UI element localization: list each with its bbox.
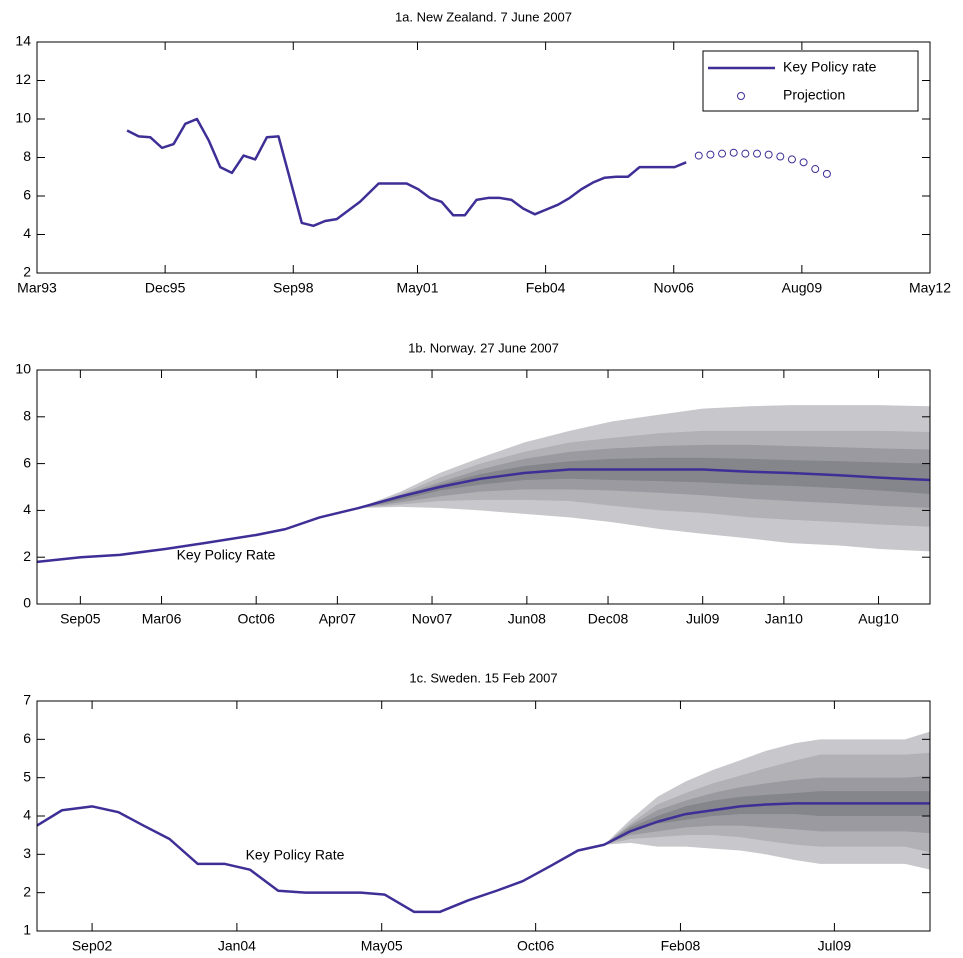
y-tick-label: 10 xyxy=(15,110,31,126)
y-tick-label: 4 xyxy=(23,501,31,517)
rate-line xyxy=(36,802,930,914)
x-tick-label: Sep98 xyxy=(273,280,314,296)
y-tick-label: 6 xyxy=(23,187,31,203)
x-tick-label: Feb04 xyxy=(526,280,566,296)
chart-title: 1b. Norway. 27 June 2007 xyxy=(408,340,559,355)
y-tick-label: 10 xyxy=(15,361,31,377)
x-tick-label: Dec95 xyxy=(145,280,186,296)
y-tick-label: 2 xyxy=(23,264,31,280)
projection-point xyxy=(729,148,738,157)
projection-point xyxy=(799,158,808,167)
x-tick-label: Nov07 xyxy=(412,611,453,627)
projection-point xyxy=(706,150,715,159)
x-tick-label: May12 xyxy=(909,280,951,296)
rate-line xyxy=(126,117,687,228)
y-tick-label: 6 xyxy=(23,454,31,470)
x-tick-label: May05 xyxy=(361,938,403,954)
projection-point xyxy=(787,155,796,164)
fan-band xyxy=(358,457,931,509)
x-tick-label: Jan10 xyxy=(765,611,803,627)
projection-point xyxy=(753,149,762,158)
x-tick-label: Aug09 xyxy=(782,280,823,296)
y-tick-label: 14 xyxy=(15,33,31,49)
annotation: Key Policy Rate xyxy=(246,847,345,863)
y-tick-label: 5 xyxy=(23,768,31,784)
axes-box xyxy=(36,369,931,605)
annotation: Key Policy Rate xyxy=(177,547,276,563)
y-tick-label: 3 xyxy=(23,845,31,861)
y-tick-label: 0 xyxy=(23,595,31,611)
y-tick-label: 4 xyxy=(23,225,31,241)
x-tick-label: Jul09 xyxy=(686,611,720,627)
projection-point xyxy=(776,152,785,161)
x-tick-label: Jun08 xyxy=(508,611,546,627)
legend-marker xyxy=(737,92,745,100)
projection-point xyxy=(718,149,727,158)
y-tick-label: 2 xyxy=(23,883,31,899)
y-tick-label: 4 xyxy=(23,807,31,823)
y-tick-label: 2 xyxy=(23,548,31,564)
x-tick-label: Sep05 xyxy=(60,611,101,627)
x-tick-label: Oct06 xyxy=(517,938,555,954)
y-tick-label: 7 xyxy=(23,692,31,708)
x-tick-label: Apr07 xyxy=(319,611,357,627)
x-tick-label: Feb08 xyxy=(661,938,701,954)
axes-box xyxy=(36,700,931,932)
projection-point xyxy=(764,150,773,159)
chart-title: 1c. Sweden. 15 Feb 2007 xyxy=(409,670,557,685)
y-tick-label: 12 xyxy=(15,71,31,87)
rate-line xyxy=(36,468,931,564)
projection-point xyxy=(822,169,831,178)
x-tick-label: Oct06 xyxy=(238,611,276,627)
x-tick-label: May01 xyxy=(396,280,438,296)
axes-box xyxy=(36,41,931,274)
x-tick-label: Aug10 xyxy=(858,611,899,627)
y-tick-label: 1 xyxy=(23,922,31,938)
x-tick-label: Mar06 xyxy=(142,611,182,627)
chart-title: 1a. New Zealand. 7 June 2007 xyxy=(395,9,572,24)
x-tick-label: Mar93 xyxy=(17,280,57,296)
legend-label: Projection xyxy=(783,87,845,103)
legend-label: Key Policy rate xyxy=(783,59,877,75)
legend-box xyxy=(702,50,919,112)
projection-point xyxy=(741,149,750,158)
y-tick-label: 6 xyxy=(23,730,31,746)
x-tick-label: Dec08 xyxy=(588,611,629,627)
x-tick-label: Jan04 xyxy=(218,938,256,954)
projection-point xyxy=(811,165,820,174)
y-tick-label: 8 xyxy=(23,408,31,424)
x-tick-label: Nov06 xyxy=(654,280,695,296)
x-tick-label: Sep02 xyxy=(72,938,113,954)
projection-point xyxy=(694,151,703,160)
y-tick-label: 8 xyxy=(23,148,31,164)
x-tick-label: Jul09 xyxy=(818,938,852,954)
